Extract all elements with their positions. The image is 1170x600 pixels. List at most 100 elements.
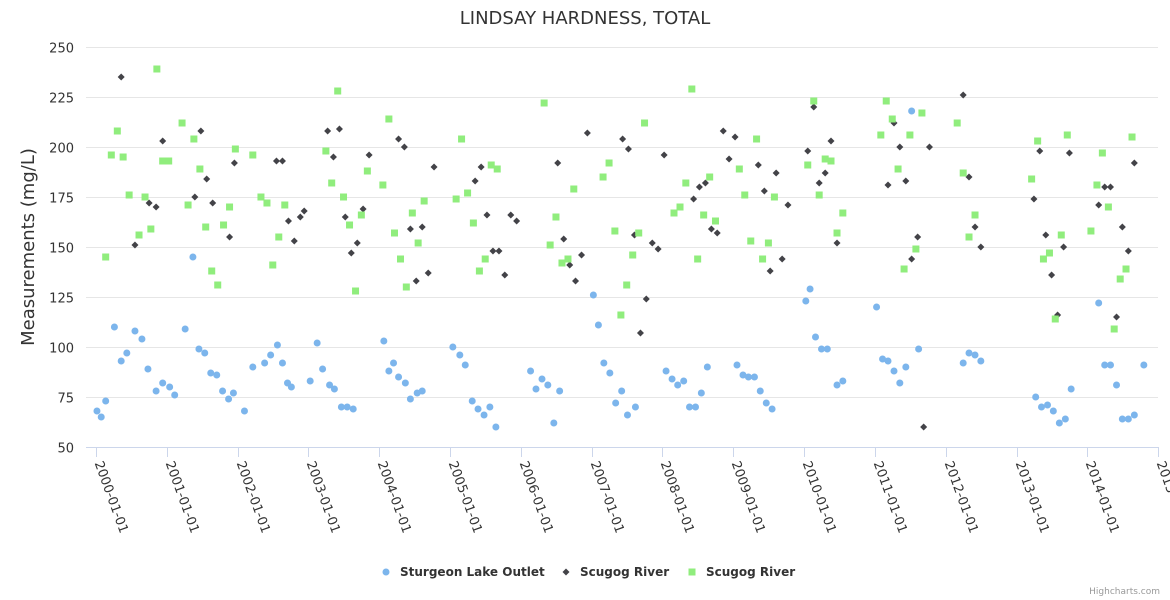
data-point xyxy=(334,87,342,95)
data-point xyxy=(138,335,146,343)
data-point xyxy=(873,303,881,311)
data-point xyxy=(1113,313,1121,321)
data-point xyxy=(915,345,923,353)
data-point xyxy=(1130,159,1138,167)
data-point xyxy=(474,405,482,413)
data-point xyxy=(190,135,198,143)
data-point xyxy=(379,181,387,189)
data-point xyxy=(475,267,483,275)
data-point xyxy=(275,233,283,241)
data-point xyxy=(552,213,560,221)
data-point xyxy=(971,351,979,359)
data-point xyxy=(676,203,684,211)
data-point xyxy=(257,193,265,201)
data-point xyxy=(731,133,739,141)
data-point xyxy=(1130,411,1138,419)
data-point xyxy=(324,127,332,135)
credits-link[interactable]: Highcharts.com xyxy=(1089,587,1160,597)
data-point xyxy=(747,237,755,245)
data-point xyxy=(706,173,714,181)
data-point xyxy=(395,135,403,143)
data-point xyxy=(117,357,125,365)
data-point xyxy=(686,403,694,411)
data-point xyxy=(184,201,192,209)
data-point xyxy=(225,395,233,403)
data-point xyxy=(406,225,414,233)
legend-item[interactable]: Scugog River xyxy=(688,565,796,579)
data-point xyxy=(97,413,105,421)
data-point xyxy=(823,345,831,353)
data-point xyxy=(920,423,928,431)
legend: Sturgeon Lake Outlet Scugog River Scugog R… xyxy=(382,565,796,579)
data-point xyxy=(1124,247,1132,255)
data-point xyxy=(152,387,160,395)
data-point xyxy=(1098,149,1106,157)
data-point xyxy=(806,285,814,293)
data-point xyxy=(352,287,360,295)
data-point xyxy=(261,359,269,367)
data-point xyxy=(833,239,841,247)
data-point xyxy=(635,229,643,237)
data-point xyxy=(395,373,403,381)
y-tick-label: 50 xyxy=(57,442,74,457)
data-point xyxy=(550,419,558,427)
series-1 xyxy=(117,73,1138,431)
data-point xyxy=(570,185,578,193)
data-point xyxy=(412,277,420,285)
data-point xyxy=(284,217,292,225)
data-point xyxy=(402,283,410,291)
data-point xyxy=(166,383,174,391)
data-point xyxy=(600,359,608,367)
data-point xyxy=(971,223,979,231)
data-point xyxy=(113,127,121,135)
data-point xyxy=(240,407,248,415)
data-point xyxy=(181,325,189,333)
data-point xyxy=(469,219,477,227)
data-point xyxy=(694,255,702,263)
data-point xyxy=(1049,407,1057,415)
data-point xyxy=(337,403,345,411)
data-point xyxy=(894,165,902,173)
y-tick-label: 225 xyxy=(49,92,74,107)
data-point xyxy=(612,399,620,407)
data-point xyxy=(452,195,460,203)
data-point xyxy=(688,85,696,93)
data-point xyxy=(605,159,613,167)
data-point xyxy=(670,209,678,217)
data-point xyxy=(660,151,668,159)
data-point xyxy=(406,395,414,403)
data-point xyxy=(269,261,277,269)
data-point xyxy=(925,143,933,151)
data-point xyxy=(914,233,922,241)
data-point xyxy=(538,375,546,383)
data-point xyxy=(117,73,125,81)
data-point xyxy=(313,339,321,347)
data-point xyxy=(340,193,348,201)
data-point xyxy=(741,191,749,199)
data-point xyxy=(833,381,841,389)
data-point xyxy=(263,199,271,207)
data-point xyxy=(636,329,644,337)
data-point xyxy=(959,169,967,177)
data-point xyxy=(772,169,780,177)
y-tick-label: 75 xyxy=(57,392,74,407)
data-point xyxy=(1044,401,1052,409)
data-point xyxy=(1128,133,1136,141)
data-point xyxy=(430,163,438,171)
data-point xyxy=(760,187,768,195)
data-point xyxy=(281,201,289,209)
data-point xyxy=(347,249,355,257)
data-point xyxy=(93,407,101,415)
data-point xyxy=(733,361,741,369)
data-point xyxy=(977,357,985,365)
data-point xyxy=(144,365,152,373)
plot-area xyxy=(93,65,1148,431)
data-point xyxy=(546,241,554,249)
data-point xyxy=(623,411,631,419)
data-point xyxy=(821,169,829,177)
legend-item[interactable]: Sturgeon Lake Outlet xyxy=(382,565,545,579)
y-axis: 50 75 100 125 150 175 200 225 250 xyxy=(49,42,74,457)
legend-item[interactable]: Scugog River xyxy=(562,565,670,579)
data-point xyxy=(668,375,676,383)
